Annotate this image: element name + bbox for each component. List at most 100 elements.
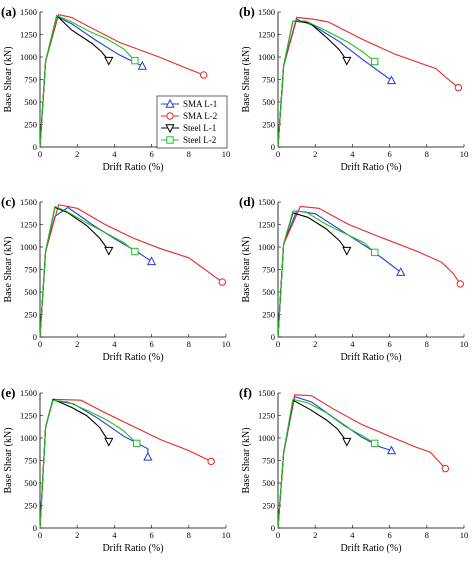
x-tick-label: 4	[350, 339, 355, 349]
end-marker-sma-l-1	[143, 451, 153, 461]
panel-e: 0 2 4 6 8 10 0 250 500 750 1000 1250 1500 Drift Ratio…	[1, 385, 230, 554]
x-axis-title: Drift Ratio (%)	[102, 352, 163, 363]
x-tick-label: 2	[75, 339, 79, 349]
y-tick-label: 1250	[20, 220, 37, 230]
series-sma-l-1	[39, 399, 153, 529]
y-tick-label: 0	[33, 332, 37, 342]
end-marker-steel-l-1	[342, 56, 352, 66]
y-tick-label: 500	[24, 287, 37, 297]
series-line-steel-l-2	[39, 205, 136, 338]
legend-marker	[165, 124, 175, 134]
y-tick-label: 750	[24, 456, 37, 466]
x-tick-label: 10	[222, 530, 231, 540]
x-tick-label: 4	[112, 530, 117, 540]
x-tick-label: 0	[276, 149, 280, 159]
y-tick-label: 250	[24, 120, 37, 130]
x-tick-label: 4	[350, 149, 355, 159]
y-tick-label: 1250	[258, 411, 275, 421]
panel-d: 0 2 4 6 8 10 0 250 500 750 1000 1250 1500 Drift Ratio…	[239, 194, 468, 363]
y-tick-label: 250	[262, 120, 275, 130]
y-tick-label: 500	[262, 287, 275, 297]
series-steel-l-1	[39, 14, 114, 148]
y-tick-label: 750	[262, 75, 275, 85]
y-tick-label: 1250	[258, 30, 275, 40]
y-axis-title: Base Shear (kN)	[241, 427, 252, 493]
x-tick-label: 8	[425, 530, 429, 540]
y-tick-label: 500	[262, 478, 275, 488]
panel-label: (f)	[239, 385, 252, 400]
x-tick-label: 8	[187, 530, 191, 540]
panel-label: (b)	[239, 4, 255, 19]
y-tick-label: 1000	[20, 242, 37, 252]
end-marker-sma-l-2	[218, 278, 226, 286]
end-marker-steel-l-2	[371, 248, 379, 257]
y-axis-title: Base Shear (kN)	[241, 46, 252, 112]
series-line-sma-l-1	[39, 399, 149, 529]
series-steel-l-2	[39, 14, 139, 148]
end-marker-sma-l-1	[386, 445, 397, 455]
panel-label: (d)	[239, 194, 255, 209]
series-line-sma-l-1	[277, 210, 402, 338]
x-tick-label: 10	[222, 149, 231, 159]
panel-label: (a)	[1, 4, 16, 19]
x-tick-label: 10	[460, 149, 469, 159]
y-tick-label: 500	[24, 478, 37, 488]
panel-f: 0 2 4 6 8 10 0 250 500 750 1000 1250 1500 Drift Ratio…	[239, 385, 468, 554]
y-tick-label: 1500	[20, 7, 37, 17]
y-tick-label: 1250	[258, 220, 275, 230]
end-marker-sma-l-2	[454, 83, 463, 92]
x-tick-label: 4	[112, 149, 117, 159]
end-marker-steel-l-2	[371, 439, 379, 448]
y-tick-label: 1000	[258, 242, 275, 252]
x-tick-label: 0	[276, 339, 280, 349]
y-tick-label: 1250	[20, 411, 37, 421]
y-tick-label: 250	[262, 310, 275, 320]
end-marker-sma-l-1	[396, 267, 406, 276]
series-steel-l-2	[39, 205, 139, 338]
series-sma-l-1	[277, 395, 397, 529]
x-tick-label: 8	[425, 339, 429, 349]
x-tick-label: 6	[387, 339, 391, 349]
x-tick-label: 0	[276, 530, 280, 540]
series-line-sma-l-2	[277, 394, 446, 529]
series-line-sma-l-1	[39, 15, 143, 148]
axes-frame	[277, 202, 464, 338]
end-marker-steel-l-2	[133, 439, 141, 448]
legend-entry-label: Steel L-2	[183, 135, 216, 145]
y-axis-title: Base Shear (kN)	[3, 46, 14, 112]
y-tick-label: 1000	[20, 433, 37, 443]
end-marker-sma-l-1	[386, 75, 397, 85]
legend-entry-label: SMA L-1	[183, 99, 217, 109]
y-tick-label: 750	[262, 265, 275, 275]
y-tick-label: 1500	[20, 197, 37, 207]
x-axis-title: Drift Ratio (%)	[340, 543, 401, 554]
series-line-steel-l-2	[39, 14, 136, 148]
axes-frame	[39, 393, 226, 529]
series-sma-l-2	[277, 205, 464, 338]
series-steel-l-1	[39, 398, 114, 529]
end-marker-sma-l-1	[146, 256, 157, 266]
series-sma-l-2	[277, 394, 450, 529]
x-tick-label: 2	[313, 530, 317, 540]
x-tick-label: 8	[425, 149, 429, 159]
end-marker-sma-l-1	[137, 60, 147, 70]
y-tick-label: 500	[24, 97, 37, 107]
series-line-steel-l-2	[277, 20, 376, 148]
series-line-sma-l-1	[39, 206, 152, 338]
panel-a: 0 2 4 6 8 10 0 250 500 750 1000 1250 1500 Drift Ratio…	[1, 4, 230, 173]
y-tick-label: 750	[262, 456, 275, 466]
x-tick-label: 4	[350, 530, 355, 540]
x-tick-label: 8	[187, 149, 191, 159]
series-steel-l-2	[277, 398, 379, 529]
series-line-sma-l-1	[277, 395, 392, 529]
x-axis-title: Drift Ratio (%)	[102, 543, 163, 554]
series-sma-l-2	[39, 204, 226, 338]
end-marker-sma-l-2	[441, 464, 450, 473]
x-tick-label: 6	[149, 530, 153, 540]
series-steel-l-2	[39, 399, 141, 529]
y-tick-label: 1250	[20, 30, 37, 40]
legend-entry-label: SMA L-2	[183, 111, 217, 121]
end-marker-steel-l-1	[104, 56, 114, 66]
panel-b: 0 2 4 6 8 10 0 250 500 750 1000 1250 1500 Drift Ratio…	[239, 4, 468, 173]
axes-frame	[39, 202, 226, 338]
